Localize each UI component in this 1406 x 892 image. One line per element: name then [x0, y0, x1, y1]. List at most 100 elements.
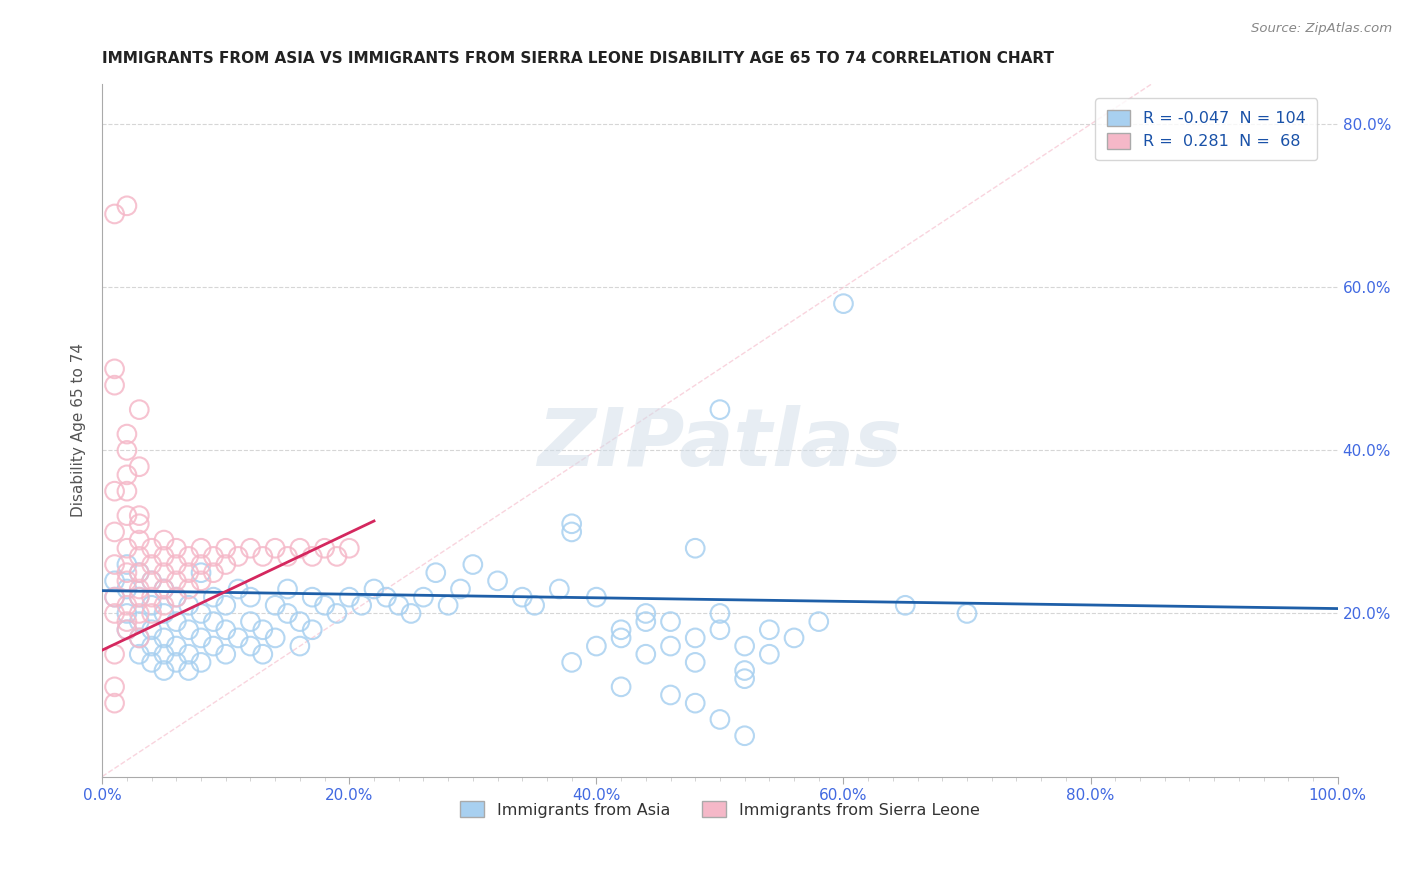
Point — [128, 647, 150, 661]
Point — [128, 402, 150, 417]
Point — [239, 639, 262, 653]
Point — [226, 582, 249, 596]
Point — [128, 631, 150, 645]
Point — [350, 599, 373, 613]
Point — [659, 639, 682, 653]
Point — [412, 590, 434, 604]
Point — [276, 549, 298, 564]
Point — [215, 599, 238, 613]
Point — [832, 296, 855, 310]
Point — [103, 590, 125, 604]
Point — [103, 680, 125, 694]
Point — [115, 623, 138, 637]
Point — [561, 524, 583, 539]
Point — [115, 484, 138, 499]
Point — [190, 631, 212, 645]
Point — [202, 615, 225, 629]
Point — [128, 533, 150, 547]
Point — [103, 590, 125, 604]
Point — [202, 590, 225, 604]
Point — [288, 541, 311, 556]
Point — [128, 607, 150, 621]
Point — [585, 590, 607, 604]
Point — [115, 443, 138, 458]
Point — [115, 427, 138, 442]
Point — [165, 574, 187, 588]
Point — [634, 615, 657, 629]
Point — [425, 566, 447, 580]
Point — [115, 467, 138, 482]
Point — [153, 533, 176, 547]
Point — [264, 541, 287, 556]
Point — [202, 639, 225, 653]
Point — [141, 656, 163, 670]
Point — [153, 582, 176, 596]
Point — [314, 541, 336, 556]
Point — [115, 623, 138, 637]
Point — [141, 623, 163, 637]
Point — [177, 647, 200, 661]
Point — [103, 378, 125, 392]
Point — [103, 574, 125, 588]
Point — [177, 599, 200, 613]
Point — [177, 582, 200, 596]
Point — [758, 647, 780, 661]
Point — [807, 615, 830, 629]
Point — [709, 402, 731, 417]
Point — [239, 541, 262, 556]
Point — [103, 696, 125, 710]
Point — [177, 549, 200, 564]
Point — [165, 541, 187, 556]
Point — [252, 647, 274, 661]
Point — [314, 599, 336, 613]
Point — [709, 623, 731, 637]
Y-axis label: Disability Age 65 to 74: Disability Age 65 to 74 — [72, 343, 86, 517]
Point — [128, 631, 150, 645]
Point — [128, 590, 150, 604]
Point — [103, 362, 125, 376]
Point — [634, 647, 657, 661]
Point — [115, 566, 138, 580]
Point — [115, 615, 138, 629]
Point — [128, 516, 150, 531]
Point — [461, 558, 484, 572]
Point — [683, 541, 706, 556]
Point — [115, 541, 138, 556]
Point — [128, 508, 150, 523]
Text: Source: ZipAtlas.com: Source: ZipAtlas.com — [1251, 22, 1392, 36]
Point — [337, 541, 360, 556]
Point — [128, 615, 150, 629]
Point — [153, 549, 176, 564]
Point — [141, 574, 163, 588]
Point — [510, 590, 533, 604]
Point — [115, 558, 138, 572]
Point — [141, 599, 163, 613]
Point — [659, 615, 682, 629]
Point — [115, 582, 138, 596]
Point — [363, 582, 385, 596]
Point — [177, 566, 200, 580]
Point — [252, 549, 274, 564]
Point — [634, 607, 657, 621]
Point — [301, 549, 323, 564]
Point — [226, 549, 249, 564]
Point — [103, 607, 125, 621]
Point — [177, 623, 200, 637]
Point — [585, 639, 607, 653]
Legend: Immigrants from Asia, Immigrants from Sierra Leone: Immigrants from Asia, Immigrants from Si… — [454, 795, 986, 824]
Point — [610, 623, 633, 637]
Point — [523, 599, 546, 613]
Point — [165, 656, 187, 670]
Point — [165, 558, 187, 572]
Point — [264, 599, 287, 613]
Point — [337, 590, 360, 604]
Point — [709, 607, 731, 621]
Point — [239, 590, 262, 604]
Point — [190, 656, 212, 670]
Point — [252, 623, 274, 637]
Point — [276, 582, 298, 596]
Point — [153, 647, 176, 661]
Point — [190, 607, 212, 621]
Point — [288, 639, 311, 653]
Point — [128, 582, 150, 596]
